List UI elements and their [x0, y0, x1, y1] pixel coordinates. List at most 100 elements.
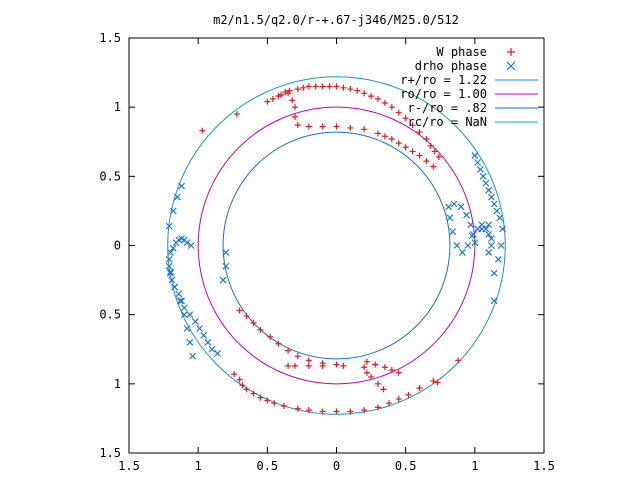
legend-label: r+/ro = 1.22 [400, 73, 487, 87]
w-phase-point [363, 358, 370, 365]
x-tick-label: 1.5 [118, 459, 140, 473]
w-phase-point [264, 98, 271, 105]
w-phase-point [275, 340, 282, 347]
drho-phase-point [189, 352, 197, 360]
drho-phase-point [471, 239, 479, 247]
drho-phase-point [178, 182, 185, 190]
w-phase-point [275, 93, 282, 100]
legend-label: drho phase [415, 59, 487, 73]
drho-phase-point [496, 214, 504, 222]
w-phase-point [333, 361, 340, 368]
w-phase-point [361, 407, 368, 414]
w-phase-point [388, 135, 395, 142]
y-tick-label: 1 [114, 100, 121, 114]
drho-phase-point [191, 318, 199, 326]
w-phase-point [319, 83, 326, 90]
drho-phase-point [186, 311, 194, 319]
drho-phase-point [196, 325, 203, 332]
drho-phase-point [488, 193, 495, 201]
drho-phase-point [165, 262, 173, 270]
drho-phase-point [470, 231, 477, 238]
x-tick-label: 1 [471, 459, 478, 473]
w-phase-point [305, 407, 312, 414]
drho-phase-point [173, 193, 181, 201]
drho-phase-point [165, 255, 173, 263]
drho-phase-point [476, 165, 484, 173]
w-phase-point [294, 122, 301, 129]
legend-marker [507, 48, 515, 56]
drho-phase-point [457, 203, 465, 211]
w-phase-point [239, 382, 246, 389]
legend-label: r-/ro = .82 [408, 101, 487, 115]
w-phase-point [292, 113, 298, 120]
w-phase-point [361, 126, 368, 133]
drho-phase-point [478, 225, 486, 233]
drho-phase-point [488, 235, 495, 243]
x-tick-label: 1 [195, 459, 202, 473]
w-phase-point [395, 369, 402, 376]
drho-phase-point [488, 242, 495, 249]
w-phase-point [333, 123, 340, 130]
drho-phase-point [467, 221, 475, 229]
w-phase-point [267, 333, 274, 340]
drho-phase-point [180, 304, 188, 312]
drho-phase-point [200, 331, 208, 339]
w-phase-point [300, 84, 307, 91]
w-phase-point [423, 135, 430, 142]
w-phase-point [434, 379, 441, 386]
drho-phase-point [168, 276, 176, 284]
w-phase-point [233, 111, 240, 118]
w-phase-point [375, 95, 381, 102]
drho-phase-point [485, 231, 493, 238]
w-phase-point [257, 394, 264, 401]
w-phase-point [250, 319, 257, 326]
x-tick-label: 1.5 [533, 459, 555, 473]
w-phase-point [285, 90, 292, 97]
drho-phase-point [214, 349, 221, 357]
legend-label: W phase [436, 45, 487, 59]
circle-2 [197, 106, 476, 385]
drho-phase-point [471, 152, 479, 160]
w-phase-point [405, 391, 412, 398]
w-phase-point [372, 361, 379, 368]
drho-phase-point [169, 244, 177, 252]
w-phase-point [416, 129, 423, 136]
w-phase-point [236, 376, 243, 383]
w-phase-point [312, 83, 319, 90]
y-tick-label: 1 [114, 377, 121, 391]
drho-phase-point [463, 211, 470, 219]
w-phase-point [409, 122, 416, 129]
drho-phase-point [458, 248, 466, 256]
w-phase-point [455, 357, 462, 364]
drho-phase-point [165, 222, 173, 230]
x-tick-label: 0 [333, 459, 340, 473]
y-tick-label: 1.5 [99, 446, 121, 460]
drho-phase-point [176, 297, 184, 305]
drho-phase-point [183, 325, 191, 332]
w-phase-point [199, 127, 206, 134]
w-phase-point [271, 400, 278, 407]
w-phase-point [361, 90, 368, 97]
w-phase-point [289, 97, 296, 104]
drho-phase-point [490, 269, 498, 277]
w-phase-point [381, 100, 388, 107]
w-phase-point [243, 386, 250, 393]
w-phase-point [416, 152, 423, 159]
w-phase-point [347, 124, 354, 131]
w-phase-point [416, 384, 423, 391]
legend-label: rc/ro = NaN [408, 115, 487, 129]
drho-phase-point [186, 338, 194, 346]
w-phase-point [294, 86, 301, 93]
drho-phase-point [167, 269, 174, 277]
w-phase-point [402, 144, 409, 151]
y-tick-label: 0.5 [99, 308, 121, 322]
w-phase-point [368, 373, 375, 380]
w-phase-point [250, 390, 257, 397]
drho-phase-point [485, 221, 493, 229]
drho-phase-point [474, 159, 482, 166]
drho-phase-point [219, 276, 227, 284]
w-phase-point [375, 130, 381, 137]
w-phase-point [294, 353, 301, 360]
